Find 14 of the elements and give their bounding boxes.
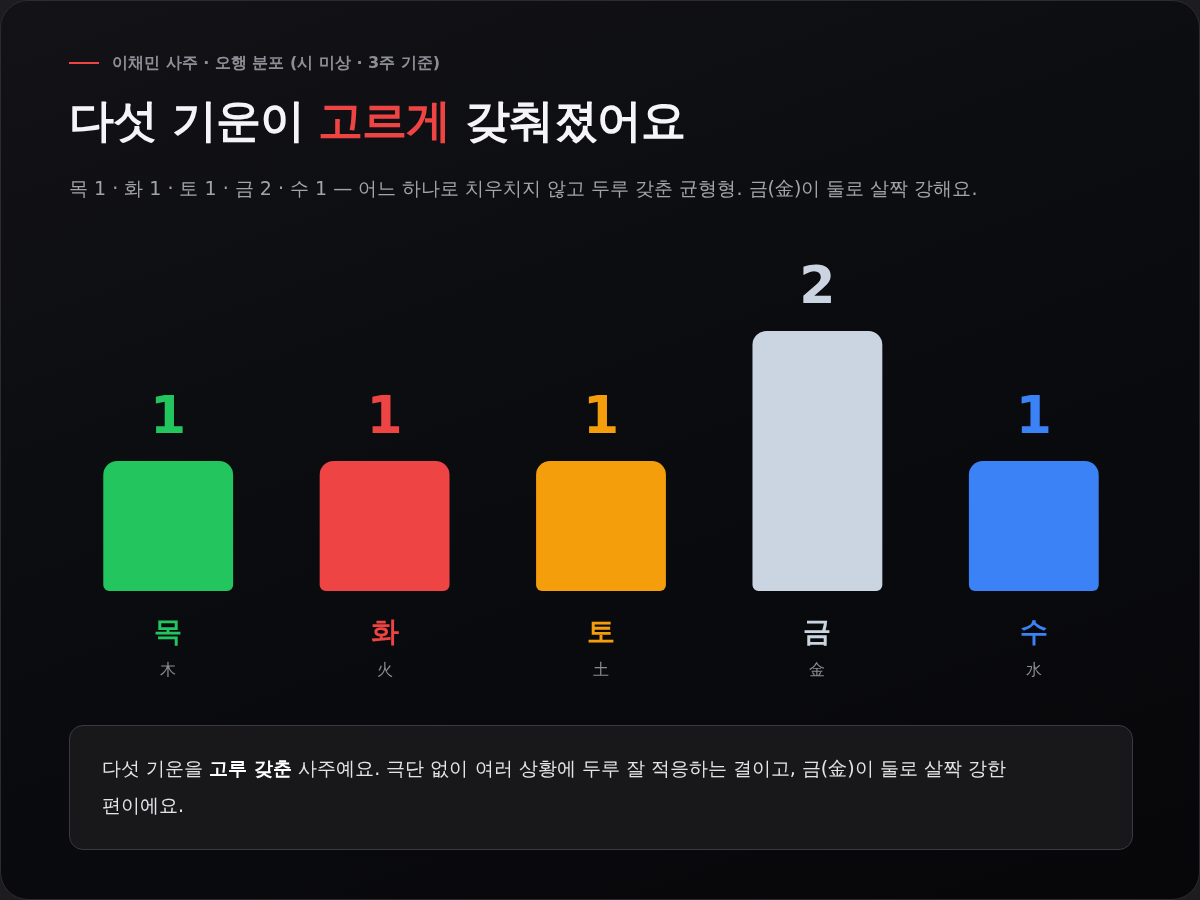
data-label: 1 [1015,385,1052,445]
x-tick-label: 목 木 [154,615,183,680]
data-label: 1 [582,385,620,445]
chart-title: 다섯 기운이 고르게 갖춰졌어요 [69,94,686,147]
x-tick-label: 수 水 [1019,615,1048,680]
x-tick-label: 화 火 [370,615,399,680]
data-label: 1 [150,385,187,445]
x-tick-label: 금 金 [803,615,832,680]
text: 다섯 기운을 고루 갖춘 사주예요. 극단 없이 여러 상황에 두루 잘 적응하는 결이고, 금(金)이 둘로 살짝 강한 편이에요. [102,757,1006,816]
data-label: 2 [799,255,836,315]
data-label: 1 [366,385,403,445]
chart-subtitle: 목 1 · 화 1 · 토 1 · 금 2 · 수 1 — 어느 하나로 치우치지 않고 두루 갖춘 균형형. 금(金)이 둘로 살짝 강해요. [69,176,978,201]
x-tick-label: 토 土 [587,615,615,680]
text: 이채민 사주 · 오행 분포 (시 미상 · 3주 기준) [112,52,441,74]
